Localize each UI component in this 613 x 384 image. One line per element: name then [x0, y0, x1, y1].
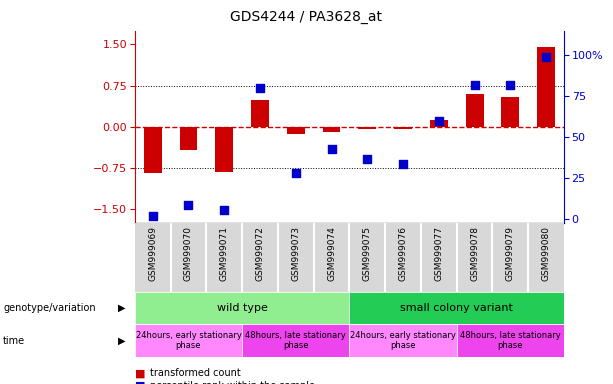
Bar	[421, 223, 457, 292]
Text: 24hours, early stationary
phase: 24hours, early stationary phase	[350, 331, 456, 351]
Text: transformed count: transformed count	[150, 368, 241, 378]
Bar	[170, 223, 207, 292]
Bar	[385, 223, 421, 292]
Bar	[207, 223, 242, 292]
Bar	[135, 324, 242, 357]
Point	[148, 213, 158, 219]
Bar	[135, 292, 349, 324]
Point	[184, 202, 194, 208]
Bar	[322, 127, 340, 132]
Text: 48hours, late stationary
phase: 48hours, late stationary phase	[245, 331, 346, 351]
Bar	[501, 96, 519, 127]
Bar	[242, 324, 349, 357]
Bar	[144, 127, 162, 173]
Text: GSM999069: GSM999069	[148, 226, 158, 281]
Bar	[278, 223, 314, 292]
Text: GSM999077: GSM999077	[434, 226, 443, 281]
Text: GSM999080: GSM999080	[541, 226, 550, 281]
Bar	[466, 94, 484, 127]
Bar	[457, 324, 564, 357]
Text: percentile rank within the sample: percentile rank within the sample	[150, 381, 315, 384]
Text: GSM999070: GSM999070	[184, 226, 193, 281]
Text: 48hours, late stationary
phase: 48hours, late stationary phase	[460, 331, 561, 351]
Point	[362, 156, 372, 162]
Bar	[349, 324, 457, 357]
Text: GSM999075: GSM999075	[363, 226, 372, 281]
Text: GSM999079: GSM999079	[506, 226, 515, 281]
Bar	[287, 127, 305, 134]
Text: GDS4244 / PA3628_at: GDS4244 / PA3628_at	[230, 10, 383, 23]
Text: GSM999071: GSM999071	[219, 226, 229, 281]
Point	[327, 146, 337, 152]
Text: GSM999078: GSM999078	[470, 226, 479, 281]
Bar	[457, 223, 492, 292]
Bar	[537, 47, 555, 127]
Text: ■: ■	[135, 368, 145, 378]
Point	[505, 82, 515, 88]
Point	[398, 161, 408, 167]
Bar	[430, 120, 447, 127]
Bar	[492, 223, 528, 292]
Bar	[314, 223, 349, 292]
Bar	[394, 127, 412, 129]
Text: GSM999072: GSM999072	[256, 226, 265, 281]
Text: 24hours, early stationary
phase: 24hours, early stationary phase	[135, 331, 242, 351]
Point	[255, 85, 265, 91]
Text: ▶: ▶	[118, 303, 126, 313]
Bar	[215, 127, 233, 172]
Text: ▶: ▶	[118, 336, 126, 346]
Point	[541, 54, 551, 60]
Point	[434, 118, 444, 124]
Text: ■: ■	[135, 381, 145, 384]
Bar	[135, 223, 170, 292]
Bar	[359, 127, 376, 129]
Text: time: time	[3, 336, 25, 346]
Text: small colony variant: small colony variant	[400, 303, 513, 313]
Bar	[180, 127, 197, 150]
Text: wild type: wild type	[217, 303, 267, 313]
Text: GSM999073: GSM999073	[291, 226, 300, 281]
Text: GSM999074: GSM999074	[327, 226, 336, 281]
Point	[219, 207, 229, 213]
Point	[470, 82, 479, 88]
Bar	[251, 100, 269, 127]
Bar	[528, 223, 564, 292]
Bar	[349, 223, 385, 292]
Text: GSM999076: GSM999076	[398, 226, 408, 281]
Bar	[349, 292, 564, 324]
Bar	[242, 223, 278, 292]
Point	[291, 170, 300, 177]
Text: genotype/variation: genotype/variation	[3, 303, 96, 313]
